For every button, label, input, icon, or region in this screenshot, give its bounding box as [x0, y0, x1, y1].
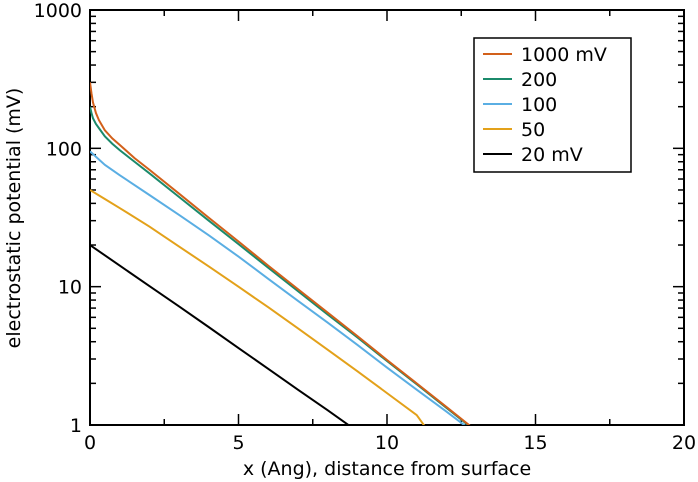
y-tick-label: 100 — [46, 138, 82, 160]
legend: 1000 mV 200 100 50 20 mV — [473, 37, 632, 173]
series-line — [90, 82, 471, 425]
series-line — [90, 189, 426, 425]
series-lines — [90, 82, 471, 425]
y-axis-label: electrostatic potential (mV) — [3, 88, 25, 349]
legend-label: 100 — [521, 94, 557, 116]
axis-ticks — [89, 9, 685, 426]
legend-label: 50 — [521, 119, 545, 141]
x-tick-label: 5 — [232, 432, 244, 454]
legend-label: 1000 mV — [521, 44, 607, 66]
series-line — [90, 106, 470, 425]
x-tick-label: 15 — [523, 432, 547, 454]
y-tick-label: 1 — [70, 415, 82, 437]
x-axis-label: x (Ang), distance from surface — [243, 458, 531, 480]
tick-labels: 0 5 10 15 20 1 10 100 1000 — [34, 0, 696, 454]
x-tick-label: 20 — [672, 432, 696, 454]
x-tick-label: 10 — [375, 432, 399, 454]
legend-label: 20 mV — [521, 144, 583, 166]
x-tick-label: 0 — [84, 432, 96, 454]
series-line — [90, 150, 466, 425]
legend-label: 200 — [521, 69, 557, 91]
y-tick-label: 1000 — [34, 0, 82, 22]
series-line — [90, 244, 351, 425]
y-tick-label: 10 — [58, 277, 82, 299]
